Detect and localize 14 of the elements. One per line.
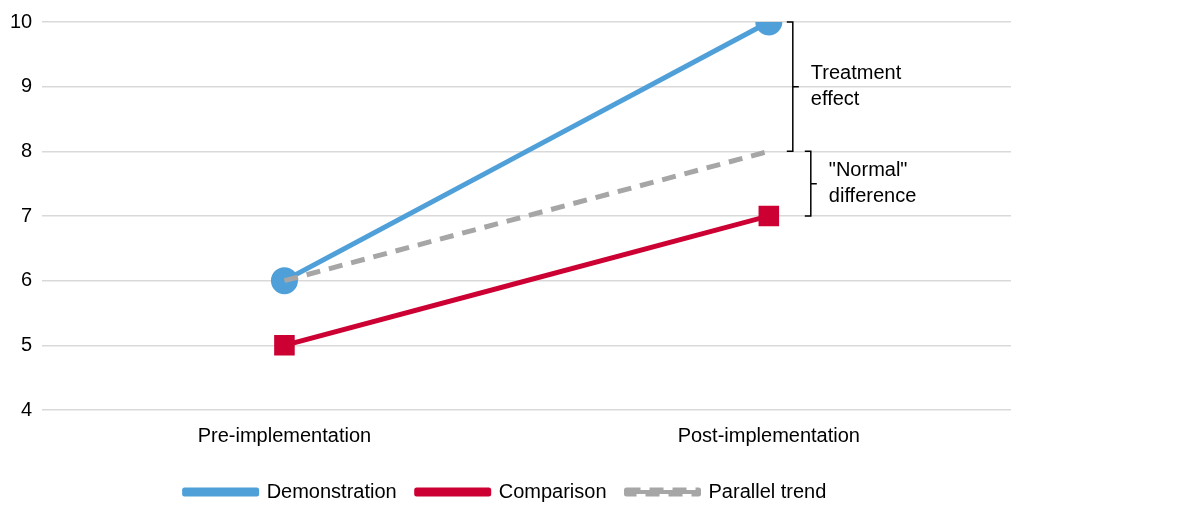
y-tick-label: 6: [21, 268, 33, 291]
annotation: "Normal" difference: [828, 158, 917, 207]
y-tick-label: 5: [21, 332, 33, 355]
x-tick-label: Pre-implementation: [197, 423, 372, 446]
legend-label: Parallel trend: [708, 479, 827, 502]
y-tick-label: 4: [21, 397, 33, 420]
y-tick-label: 7: [21, 203, 33, 226]
x-tick-label: Post-implementation: [677, 423, 860, 446]
legend-label: Comparison: [498, 479, 607, 502]
y-tick-label: 10: [10, 9, 33, 32]
legend-label: Demonstration: [266, 479, 397, 502]
y-tick-label: 8: [21, 138, 33, 161]
y-tick-label: 9: [21, 74, 33, 97]
annotation: Treatment effect: [810, 61, 902, 110]
